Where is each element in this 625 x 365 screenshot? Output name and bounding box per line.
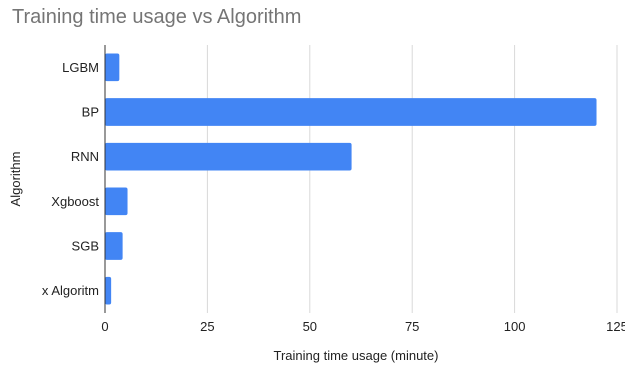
x-tick-label: 50 bbox=[303, 319, 317, 334]
grid-lines bbox=[206, 45, 618, 313]
x-tick-label: 75 bbox=[405, 319, 419, 334]
bar bbox=[105, 98, 597, 126]
y-tick-label: Xgboost bbox=[51, 194, 99, 209]
x-tick-label: 100 bbox=[504, 319, 526, 334]
bar bbox=[105, 53, 120, 82]
y-tick-label: RNN bbox=[71, 149, 99, 164]
chart-title: Training time usage vs Algorithm bbox=[12, 6, 302, 28]
x-tick-labels: 0 25 50 75 100 125 bbox=[101, 319, 625, 334]
y-axis-label: Algorithm bbox=[8, 152, 23, 207]
x-tick-label: 0 bbox=[101, 319, 108, 334]
bar bbox=[105, 276, 112, 305]
x-tick-label: 25 bbox=[200, 319, 214, 334]
bar bbox=[105, 187, 128, 216]
y-tick-labels: LGBM BP RNN Xgboost SGB x Algoritm bbox=[42, 60, 99, 298]
bar bbox=[105, 232, 123, 260]
y-tick-label: BP bbox=[82, 105, 99, 120]
x-axis-label: Training time usage (minute) bbox=[274, 348, 439, 363]
y-tick-label: x Algoritm bbox=[42, 283, 99, 298]
bar bbox=[105, 142, 352, 171]
x-tick-label: 125 bbox=[606, 319, 625, 334]
y-tick-label: LGBM bbox=[62, 60, 99, 75]
bars bbox=[105, 53, 597, 305]
y-tick-label: SGB bbox=[72, 239, 99, 254]
